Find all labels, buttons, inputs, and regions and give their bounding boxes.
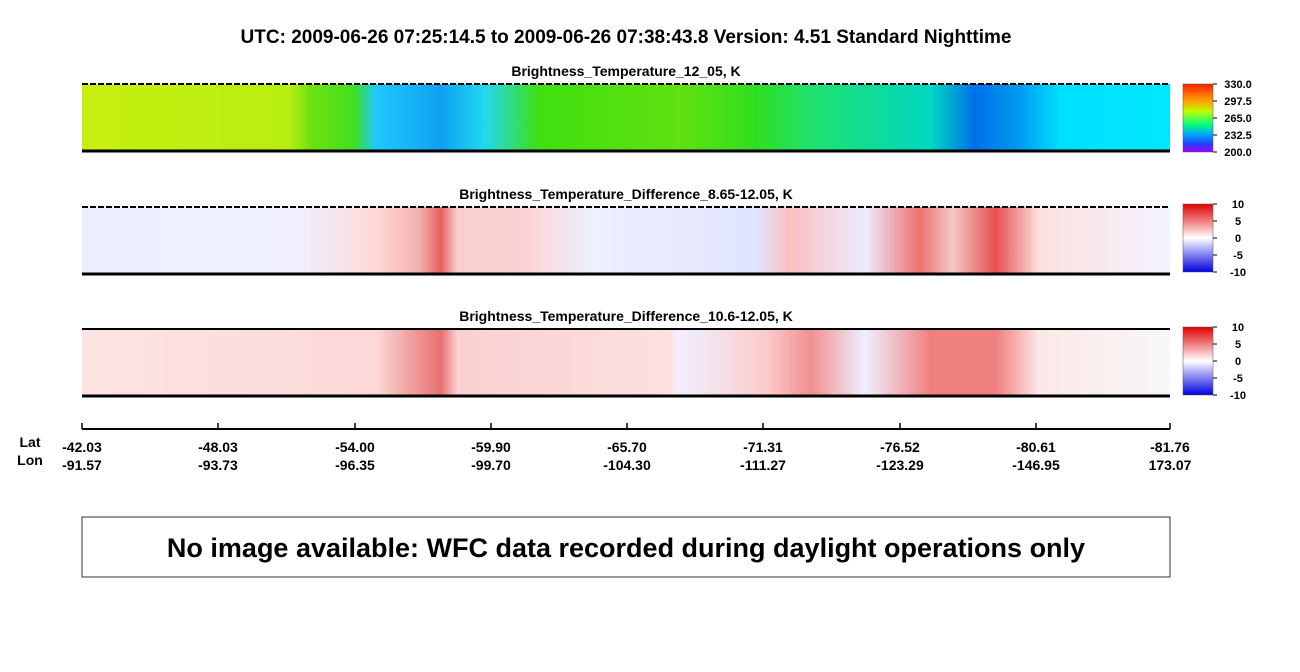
axis-ticks: -42.03 -91.57 -48.03 -93.73 -54.00 -96.35 -59.… <box>62 423 1192 473</box>
lat-tick-label: -81.76 <box>1150 439 1190 455</box>
panel-title: Brightness_Temperature_12_05, K <box>511 63 740 79</box>
lat-tick-label: -59.90 <box>471 439 511 455</box>
lat-tick-label: -42.03 <box>62 439 102 455</box>
lat-tick-label: -71.31 <box>743 439 783 455</box>
colorbar-tick-label: -10 <box>1230 267 1246 279</box>
colorbar-tick-label: -5 <box>1233 373 1243 385</box>
colorbar-tick-label: -10 <box>1230 390 1246 402</box>
lon-label: Lon <box>17 452 43 468</box>
colorbar-tick-label: 330.0 <box>1224 79 1252 91</box>
lon-tick-label: -146.95 <box>1012 457 1060 473</box>
image-strip <box>82 207 1170 274</box>
colorbar-tick-label: 200.0 <box>1224 147 1252 159</box>
colorbar <box>1182 203 1214 273</box>
colorbar <box>1182 83 1214 153</box>
colorbar-tick-label: 5 <box>1235 339 1241 351</box>
colorbar-tick-label: 10 <box>1232 199 1244 211</box>
colorbar <box>1182 326 1214 396</box>
panel-title: Brightness_Temperature_Difference_10.6-1… <box>459 308 793 324</box>
lon-tick-label: -104.30 <box>603 457 651 473</box>
colorbar-tick-label: 297.5 <box>1224 96 1252 108</box>
colorbar-tick-label: -5 <box>1233 250 1243 262</box>
lat-tick-label: -76.52 <box>880 439 920 455</box>
panel-title: Brightness_Temperature_Difference_8.65-1… <box>459 186 793 202</box>
lon-tick-label: -96.35 <box>335 457 375 473</box>
lat-tick-label: -48.03 <box>198 439 238 455</box>
lat-tick-label: -80.61 <box>1016 439 1056 455</box>
image-strip <box>82 329 1170 396</box>
lat-label: Lat <box>20 434 41 450</box>
colorbar-tick-label: 0 <box>1235 356 1241 368</box>
colorbar-tick-label: 10 <box>1232 322 1244 334</box>
colorbar-tick-label: 232.5 <box>1224 130 1252 142</box>
lat-tick-label: -65.70 <box>607 439 647 455</box>
lon-tick-label: 173.07 <box>1149 457 1192 473</box>
image-strip <box>82 84 1170 151</box>
colorbar-tick-label: 5 <box>1235 216 1241 228</box>
lat-tick-label: -54.00 <box>335 439 375 455</box>
message-box <box>81 516 1171 578</box>
colorbar-tick-label: 0 <box>1235 233 1241 245</box>
lon-tick-label: -111.27 <box>740 457 786 473</box>
lon-tick-label: -91.57 <box>62 457 102 473</box>
colorbar-tick-label: 265.0 <box>1224 113 1252 125</box>
title: UTC: 2009-06-26 07:25:14.5 to 2009-06-26… <box>241 27 1012 48</box>
panels: Brightness_Temperature_12_05, K 330.0 297.… <box>82 63 1252 402</box>
lon-tick-label: -93.73 <box>198 457 238 473</box>
lon-tick-label: -123.29 <box>876 457 924 473</box>
lon-tick-label: -99.70 <box>471 457 511 473</box>
message: No image available: WFC data recorded du… <box>167 533 1085 563</box>
